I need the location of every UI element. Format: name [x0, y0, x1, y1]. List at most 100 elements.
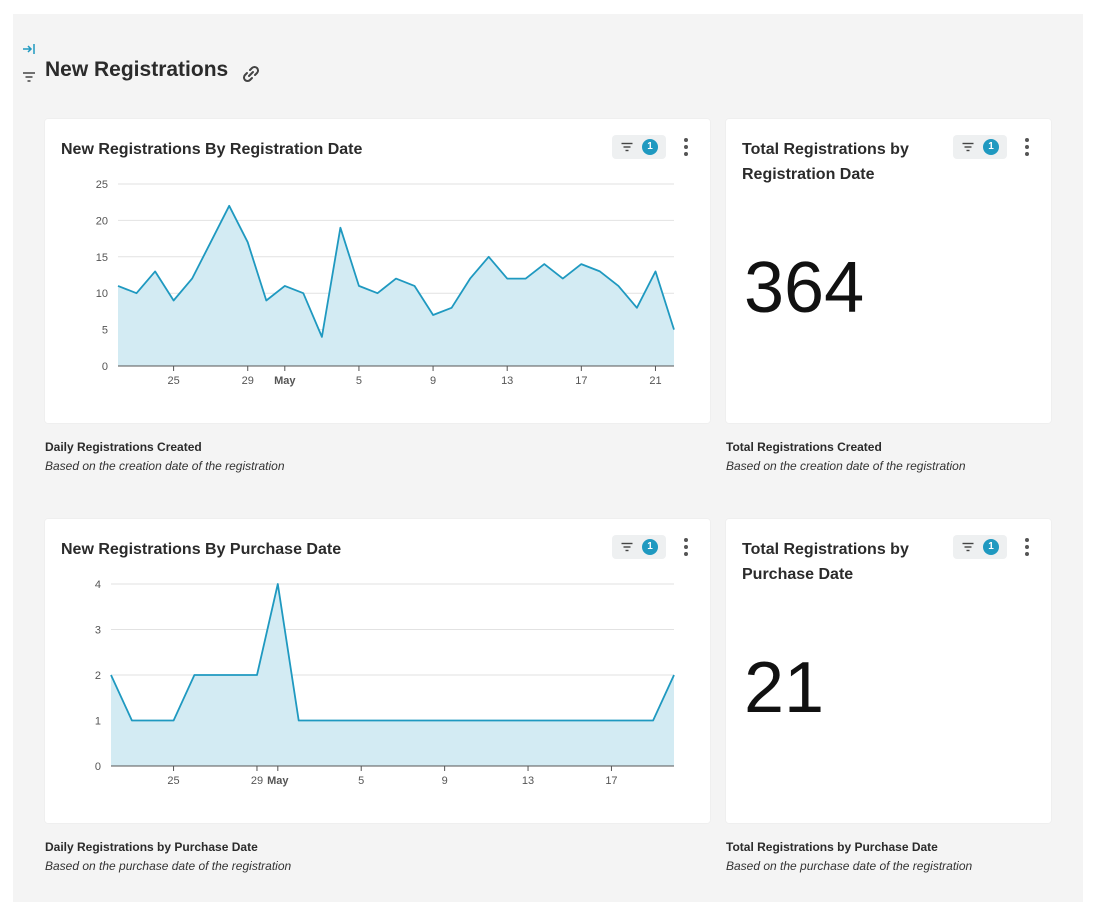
data-point[interactable]: [109, 673, 113, 677]
data-point[interactable]: [130, 719, 134, 723]
data-point[interactable]: [463, 719, 467, 723]
filter-count-badge: 1: [983, 139, 999, 155]
y-tick-label: 3: [95, 625, 101, 637]
x-tick-label: 13: [501, 375, 513, 387]
x-tick-label: 29: [242, 375, 254, 387]
more-vertical-icon[interactable]: [1022, 537, 1032, 557]
data-point[interactable]: [561, 277, 565, 281]
data-point[interactable]: [255, 673, 259, 677]
filter-count-badge: 1: [983, 539, 999, 555]
filter-icon: [962, 142, 974, 152]
data-point[interactable]: [234, 673, 238, 677]
x-tick-label: 13: [522, 775, 534, 787]
data-point[interactable]: [589, 719, 593, 723]
data-point[interactable]: [526, 719, 530, 723]
series-line: [117, 204, 675, 338]
y-tick-label: 2: [95, 670, 101, 682]
data-point[interactable]: [568, 719, 572, 723]
x-tick-label: May: [267, 775, 289, 787]
y-tick-label: 20: [96, 215, 108, 227]
data-point[interactable]: [320, 335, 324, 339]
data-point[interactable]: [547, 719, 551, 723]
data-point[interactable]: [413, 284, 417, 288]
data-point[interactable]: [153, 269, 157, 273]
y-tick-label: 10: [96, 288, 108, 300]
data-point[interactable]: [172, 298, 176, 302]
data-point[interactable]: [283, 284, 287, 288]
data-point[interactable]: [505, 719, 509, 723]
data-point[interactable]: [394, 277, 398, 281]
filter-chip[interactable]: 1: [612, 135, 666, 159]
data-point[interactable]: [338, 719, 342, 723]
data-point[interactable]: [172, 719, 176, 723]
more-vertical-icon[interactable]: [681, 137, 691, 157]
filter-icon: [621, 542, 633, 552]
data-point[interactable]: [524, 277, 528, 281]
card-caption-subtitle: Based on the creation date of the regist…: [726, 459, 966, 473]
data-point[interactable]: [227, 204, 231, 208]
data-point[interactable]: [135, 291, 139, 295]
filter-icon: [962, 542, 974, 552]
x-tick-label: 25: [167, 775, 179, 787]
data-point[interactable]: [380, 719, 384, 723]
data-point[interactable]: [151, 719, 155, 723]
data-point[interactable]: [598, 269, 602, 273]
data-point[interactable]: [505, 277, 509, 281]
y-tick-label: 4: [95, 579, 101, 591]
data-point[interactable]: [192, 673, 196, 677]
filter-chip[interactable]: 1: [612, 535, 666, 559]
data-point[interactable]: [276, 582, 280, 586]
data-point[interactable]: [542, 262, 546, 266]
data-point[interactable]: [246, 240, 250, 244]
card-title: New Registrations By Registration Date: [61, 141, 363, 158]
purchase-date-area-chart: 0 1 2 3 4 25 29 May 5 9 13 17: [95, 579, 676, 787]
data-point[interactable]: [484, 719, 488, 723]
data-point[interactable]: [468, 277, 472, 281]
data-point[interactable]: [375, 291, 379, 295]
data-point[interactable]: [450, 306, 454, 310]
filter-icon[interactable]: [22, 70, 36, 84]
data-point[interactable]: [422, 719, 426, 723]
y-tick-label: 0: [102, 361, 108, 373]
data-point[interactable]: [487, 255, 491, 259]
data-point[interactable]: [190, 277, 194, 281]
series-area: [118, 205, 674, 366]
purchase-total-card: Total Registrations by Purchase Date 1 2…: [726, 519, 1051, 823]
data-point[interactable]: [672, 673, 676, 677]
data-point[interactable]: [616, 284, 620, 288]
filter-chip[interactable]: 1: [953, 535, 1007, 559]
more-vertical-icon[interactable]: [1022, 137, 1032, 157]
y-tick-label: 0: [95, 761, 101, 773]
link-icon[interactable]: [240, 64, 262, 84]
data-point[interactable]: [609, 719, 613, 723]
card-caption-title: Daily Registrations Created: [45, 440, 202, 454]
data-point[interactable]: [635, 306, 639, 310]
data-point[interactable]: [338, 226, 342, 230]
data-point[interactable]: [209, 240, 213, 244]
y-tick-label: 1: [95, 716, 101, 728]
card-caption-subtitle: Based on the purchase date of the regist…: [726, 859, 973, 873]
data-point[interactable]: [264, 298, 268, 302]
data-point[interactable]: [318, 719, 322, 723]
data-point[interactable]: [672, 328, 676, 332]
data-point[interactable]: [297, 719, 301, 723]
x-tick-label: 9: [442, 775, 448, 787]
more-vertical-icon[interactable]: [681, 537, 691, 557]
data-point[interactable]: [213, 673, 217, 677]
data-point[interactable]: [443, 719, 447, 723]
data-point[interactable]: [653, 269, 657, 273]
data-point[interactable]: [630, 719, 634, 723]
card-title: Total Registrations by Registration Date: [742, 141, 909, 183]
data-point[interactable]: [301, 291, 305, 295]
data-point[interactable]: [579, 262, 583, 266]
data-point[interactable]: [431, 313, 435, 317]
page-title: New Registrations: [45, 58, 229, 81]
data-point[interactable]: [357, 284, 361, 288]
data-point[interactable]: [401, 719, 405, 723]
card-caption-subtitle: Based on the purchase date of the regist…: [45, 859, 292, 873]
data-point[interactable]: [359, 719, 363, 723]
data-point[interactable]: [116, 284, 120, 288]
filter-chip[interactable]: 1: [953, 135, 1007, 159]
collapse-right-icon[interactable]: [22, 42, 36, 56]
data-point[interactable]: [651, 719, 655, 723]
